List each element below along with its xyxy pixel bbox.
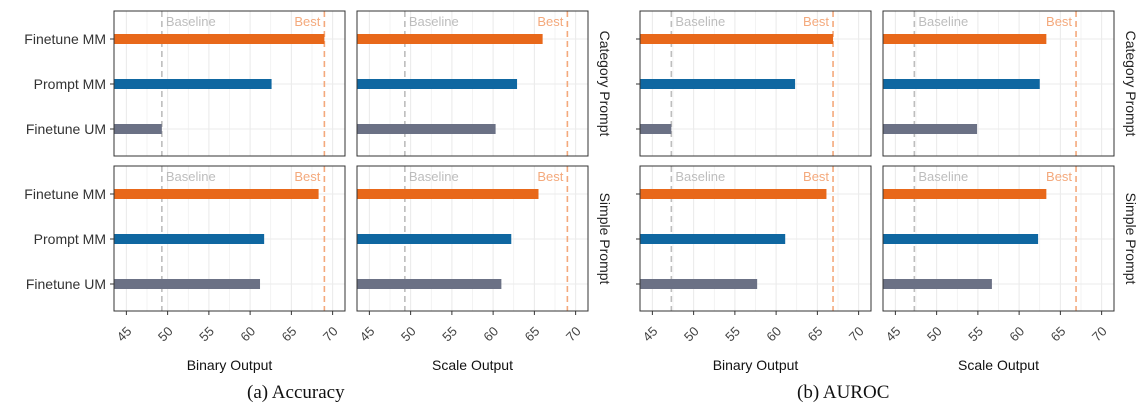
fig1-x-tick-label: 60 — [480, 324, 501, 345]
fig2-simple-prompt-binary-output-baseline-label: Baseline — [675, 169, 725, 184]
fig1-axis-title-binary-output: Binary Output — [187, 357, 273, 373]
fig2-simple-prompt-scale-output-bar-finetune-um — [883, 279, 992, 289]
fig1-category-prompt-binary-output-baseline-label: Baseline — [166, 14, 216, 29]
fig2-category-prompt-scale-output-bar-prompt-mm — [883, 79, 1040, 89]
fig1-x-tick-label: 55 — [439, 324, 460, 345]
fig2-strip-label-simple-prompt: Simple Prompt — [1123, 193, 1139, 285]
fig1-simple-prompt-scale-output-bar-finetune-mm — [357, 189, 539, 199]
fig1-category-prompt-scale-output-best-label: Best — [537, 14, 563, 29]
fig1-simple-prompt-binary-output-baseline-label: Baseline — [166, 169, 216, 184]
fig1-category-label-finetune-um: Finetune UM — [26, 276, 106, 292]
fig1-x-tick-label: 50 — [398, 324, 419, 345]
fig1-category-prompt-scale-output-bar-finetune-um — [357, 124, 496, 134]
fig2-simple-prompt-scale-output-bar-finetune-mm — [883, 189, 1047, 199]
fig2-simple-prompt-scale-output-best-label: Best — [1046, 169, 1072, 184]
fig2-x-tick-label: 70 — [1089, 324, 1110, 345]
fig1-x-tick-label: 45 — [357, 324, 378, 345]
fig1-simple-prompt-binary-output-best-label: Best — [294, 169, 320, 184]
fig1-simple-prompt-binary-output-bar-finetune-mm — [114, 189, 319, 199]
fig2-category-prompt-scale-output-bar-finetune-mm — [883, 34, 1047, 44]
fig2-x-tick-label: 55 — [722, 324, 743, 345]
fig2-category-prompt-scale-output-best-label: Best — [1046, 14, 1072, 29]
fig1-category-label-prompt-mm: Prompt MM — [34, 231, 106, 247]
fig1-x-tick-label: 70 — [563, 324, 584, 345]
fig1-category-prompt-scale-output-bar-prompt-mm — [357, 79, 518, 89]
fig1-x-tick-label: 65 — [522, 324, 543, 345]
fig2-category-prompt-scale-output-border — [882, 10, 1115, 157]
fig2-category-prompt-scale-output-baseline-label: Baseline — [918, 14, 968, 29]
fig1-category-label-finetune-mm: Finetune MM — [24, 186, 106, 202]
fig2-category-prompt-binary-output-bar-prompt-mm — [640, 79, 796, 89]
fig1-category-prompt-binary-output-bar-prompt-mm — [114, 79, 272, 89]
fig2-simple-prompt-scale-output-baseline-label: Baseline — [918, 169, 968, 184]
fig2-x-tick-label: 50 — [681, 324, 702, 345]
fig1-category-prompt-binary-output-bar-finetune-mm — [114, 34, 325, 44]
fig1-simple-prompt-binary-output-bar-prompt-mm — [114, 234, 265, 244]
fig1-simple-prompt-binary-output-bar-finetune-um — [114, 279, 261, 289]
fig1-category-prompt-scale-output-border — [356, 10, 589, 157]
fig2-axis-title-binary-output: Binary Output — [713, 357, 799, 373]
fig1-category-prompt-binary-output-bar-finetune-um — [114, 124, 162, 134]
fig1-category-prompt-scale-output-baseline-label: Baseline — [409, 14, 459, 29]
fig2-category-prompt-binary-output-bar-finetune-um — [640, 124, 672, 134]
fig1-strip-label-simple-prompt: Simple Prompt — [597, 193, 613, 285]
fig1-x-tick-label: 70 — [320, 324, 341, 345]
fig1-category-prompt-binary-output-best-label: Best — [294, 14, 320, 29]
fig1-axis-title-scale-output: Scale Output — [432, 357, 513, 373]
caption-auroc: (b) AUROC — [797, 382, 890, 403]
fig2-x-tick-label: 60 — [763, 324, 784, 345]
fig2-x-tick-label: 65 — [805, 324, 826, 345]
fig1-category-prompt-scale-output-bar-finetune-mm — [357, 34, 543, 44]
fig1-x-tick-label: 45 — [114, 324, 135, 345]
fig1-x-tick-label: 65 — [279, 324, 300, 345]
fig2-simple-prompt-binary-output-best-label: Best — [803, 169, 829, 184]
fig1-simple-prompt-scale-output-bar-finetune-um — [357, 279, 502, 289]
fig2-axis-title-scale-output: Scale Output — [958, 357, 1039, 373]
fig2-x-tick-label: 70 — [846, 324, 867, 345]
fig1-simple-prompt-scale-output-bar-prompt-mm — [357, 234, 512, 244]
fig2-category-prompt-binary-output-bar-finetune-mm — [640, 34, 834, 44]
fig2-simple-prompt-scale-output-bar-prompt-mm — [883, 234, 1039, 244]
fig1-x-tick-label: 50 — [155, 324, 176, 345]
fig2-x-tick-label: 65 — [1048, 324, 1069, 345]
fig2-simple-prompt-scale-output-border — [882, 165, 1115, 312]
fig1-x-tick-label: 60 — [237, 324, 258, 345]
fig1-category-label-finetune-mm: Finetune MM — [24, 31, 106, 47]
fig2-x-tick-label: 55 — [965, 324, 986, 345]
fig1-simple-prompt-scale-output-best-label: Best — [537, 169, 563, 184]
caption-accuracy: (a) Accuracy — [247, 382, 345, 403]
fig1-category-label-prompt-mm: Prompt MM — [34, 76, 106, 92]
fig2-x-tick-label: 50 — [924, 324, 945, 345]
fig2-simple-prompt-binary-output-bar-finetune-um — [640, 279, 758, 289]
fig1-x-tick-label: 55 — [196, 324, 217, 345]
fig1-category-label-finetune-um: Finetune UM — [26, 121, 106, 137]
fig2-x-tick-label: 45 — [640, 324, 661, 345]
fig2-simple-prompt-binary-output-bar-prompt-mm — [640, 234, 786, 244]
fig1-simple-prompt-scale-output-baseline-label: Baseline — [409, 169, 459, 184]
fig2-x-tick-label: 45 — [883, 324, 904, 345]
fig2-category-prompt-scale-output-bar-finetune-um — [883, 124, 978, 134]
fig2-x-tick-label: 60 — [1006, 324, 1027, 345]
fig2-category-prompt-binary-output-best-label: Best — [803, 14, 829, 29]
fig2-simple-prompt-binary-output-bar-finetune-mm — [640, 189, 827, 199]
fig2-category-prompt-binary-output-baseline-label: Baseline — [675, 14, 725, 29]
fig2-strip-label-category-prompt: Category Prompt — [1123, 31, 1139, 137]
fig1-simple-prompt-scale-output-border — [356, 165, 589, 312]
fig1-strip-label-category-prompt: Category Prompt — [597, 31, 613, 137]
